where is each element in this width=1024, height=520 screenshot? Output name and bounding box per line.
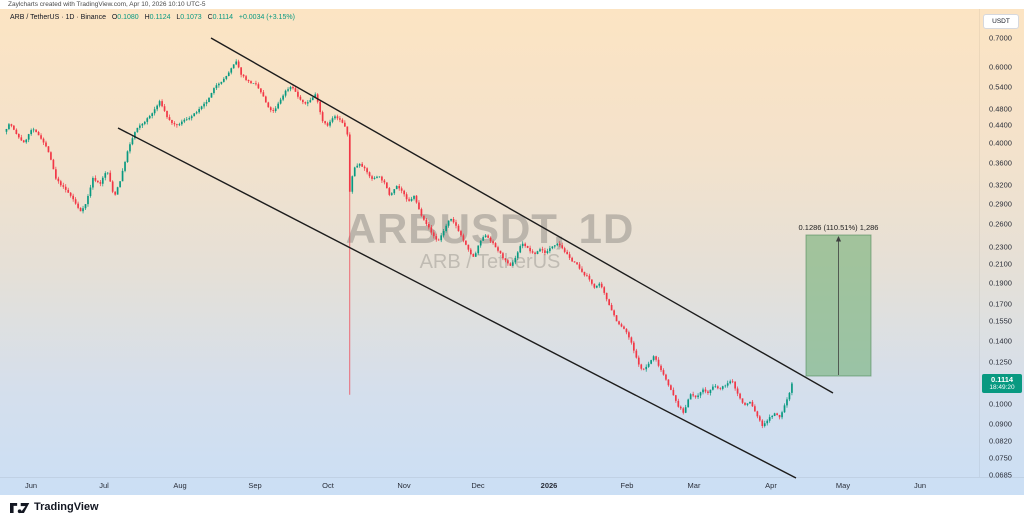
price-tick: 0.2600 — [989, 219, 1012, 229]
price-tick: 0.2100 — [989, 259, 1012, 269]
up-candle-wicks — [6, 59, 793, 428]
attribution-bar: Zaylcharts created with TradingView.com,… — [0, 0, 1024, 9]
close-value: 0.1114 — [212, 14, 233, 21]
currency-toggle-button[interactable]: USDT — [983, 14, 1019, 29]
time-tick: Jul — [99, 481, 109, 490]
time-tick: Feb — [620, 481, 634, 490]
time-tick: Oct — [322, 481, 334, 490]
open-value: 0.1080 — [117, 14, 139, 21]
chart-canvas[interactable]: ARBUSDT, 1D ARB / TetherUS ARB / TetherU… — [0, 9, 1024, 495]
time-tick: 2026 — [540, 481, 558, 490]
low-label: L — [176, 14, 181, 21]
price-range-arrow-icon — [835, 236, 842, 242]
price-tick: 0.1000 — [989, 399, 1012, 409]
price-tick: 0.0820 — [989, 436, 1012, 446]
price-tick: 0.1400 — [989, 336, 1012, 346]
price-tick: 0.4000 — [989, 138, 1012, 148]
price-tick: 0.1700 — [989, 299, 1012, 309]
bar-countdown: 18:49:20 — [989, 383, 1015, 391]
low-value: 0.1073 — [180, 14, 202, 21]
price-tick: 0.1550 — [989, 316, 1012, 326]
attribution-text: Zaylcharts created with TradingView.com,… — [8, 1, 206, 8]
price-tick: 0.4800 — [989, 104, 1012, 114]
change-value: +0.0034 (+3.15%) — [238, 14, 295, 21]
price-tick: 0.1900 — [989, 278, 1012, 288]
time-tick: Aug — [173, 481, 187, 490]
price-tick: 0.6000 — [989, 62, 1012, 72]
price-tick: 0.3200 — [989, 180, 1012, 190]
tradingview-brand-text[interactable]: TradingView — [34, 501, 99, 513]
trendline-lower[interactable] — [117, 127, 797, 479]
price-tick: 0.2900 — [989, 199, 1012, 209]
time-tick: Mar — [687, 481, 701, 490]
open-label: O — [111, 14, 118, 21]
high-value: 0.1124 — [149, 14, 171, 21]
time-tick: Jun — [913, 481, 927, 490]
footer-bar: TradingView — [0, 495, 1024, 520]
last-price-value: 0.1114 — [990, 374, 1014, 384]
price-axis-separator — [979, 9, 980, 477]
symbol-legend[interactable]: ARB / TetherUS · 1D · Binance O0.1080 H0… — [10, 14, 295, 21]
down-candle-wicks — [11, 59, 780, 429]
last-price-badge: 0.1114 18:49:20 — [982, 374, 1022, 394]
time-tick: Sep — [248, 481, 262, 490]
symbol-description[interactable]: ARB / TetherUS · 1D · Binance — [10, 14, 106, 21]
price-tick: 0.0750 — [989, 453, 1012, 463]
price-tick: 0.7000 — [989, 33, 1012, 43]
trendline-upper[interactable] — [210, 37, 834, 394]
price-tick: 0.5400 — [989, 82, 1012, 92]
up-candle-bodies — [5, 61, 793, 426]
price-tick: 0.2300 — [989, 242, 1012, 252]
time-tick: May — [835, 481, 851, 490]
price-tick: 0.4400 — [989, 120, 1012, 130]
time-tick: Apr — [765, 481, 777, 490]
price-tick: 0.0900 — [989, 419, 1012, 429]
time-tick: Nov — [397, 481, 411, 490]
price-tick: 0.3600 — [989, 158, 1012, 168]
high-label: H — [144, 14, 150, 21]
price-tick: 0.1250 — [989, 357, 1012, 367]
down-candle-bodies — [10, 61, 781, 426]
price-axis[interactable]: 0.7000 0.6000 0.5400 0.4800 0.4400 0.4000 0.36… — [980, 9, 1024, 480]
time-axis[interactable]: Jun Jul Aug Sep Oct Nov Dec 2026 Feb Mar Apr May Jun — [0, 477, 1024, 495]
tradingview-logo-icon[interactable] — [10, 501, 30, 515]
price-tick: 0.0685 — [989, 470, 1012, 480]
close-label: C — [207, 14, 213, 21]
time-tick: Jun — [24, 481, 38, 490]
price-range-tool-label: 0.1286 (110.51%) 1,286 — [798, 223, 879, 232]
time-tick: Dec — [471, 481, 485, 490]
